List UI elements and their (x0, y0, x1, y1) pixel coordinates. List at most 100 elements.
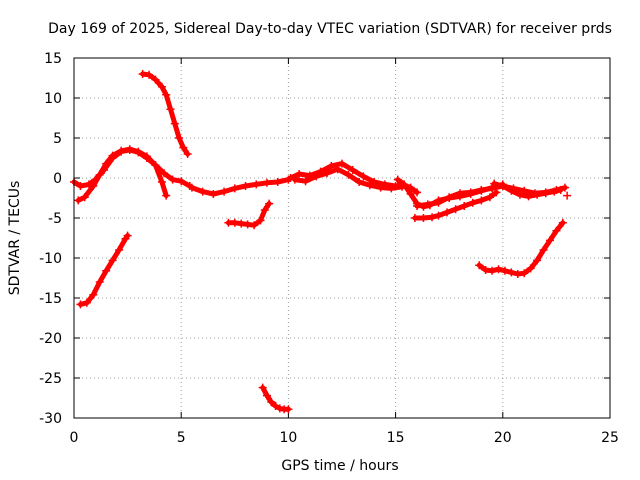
y-tick-label: -10 (39, 251, 62, 267)
y-tick-label: -25 (39, 371, 62, 387)
data-point (322, 169, 331, 178)
data-point (500, 266, 509, 275)
data-point (230, 218, 239, 227)
data-point (74, 196, 83, 205)
data-point (198, 187, 207, 196)
data-point (250, 221, 259, 230)
data-point (545, 236, 554, 245)
data-point (108, 151, 117, 160)
data-point (80, 193, 89, 202)
data-point (108, 256, 117, 265)
data-point (145, 70, 154, 79)
data-point (170, 119, 179, 128)
data-point (455, 189, 464, 198)
y-tick-label: -5 (48, 211, 62, 227)
data-point (526, 264, 535, 273)
data-point (290, 175, 299, 184)
data-point (468, 198, 477, 207)
data-point (125, 145, 134, 154)
data-point (262, 178, 271, 187)
series-point-1 (563, 191, 572, 200)
x-tick-label: 5 (177, 430, 186, 446)
data-point (406, 190, 415, 198)
data-point (260, 206, 269, 214)
data-point (95, 170, 104, 179)
data-point (256, 216, 265, 225)
x-tick-label: 20 (494, 430, 512, 446)
series-arc-2 (74, 145, 171, 205)
data-point (134, 147, 143, 156)
data-point (258, 383, 267, 392)
data-point (348, 166, 357, 174)
data-point (187, 183, 196, 192)
data-point (541, 189, 550, 198)
data-point (556, 186, 565, 194)
data-point (550, 187, 559, 196)
data-point (166, 105, 175, 114)
data-point (477, 186, 486, 194)
data-point (498, 182, 507, 190)
data-point (563, 191, 572, 200)
plot-frame (73, 57, 611, 419)
x-tick-label: 10 (279, 430, 297, 446)
data-point (477, 196, 486, 205)
data-point (301, 177, 310, 186)
data-point (267, 398, 276, 406)
data-point (151, 161, 160, 170)
data-point (365, 181, 374, 190)
y-tick-label: 15 (44, 51, 62, 67)
data-point (413, 188, 422, 197)
y-tick-label: 10 (44, 91, 62, 107)
data-point (533, 256, 542, 265)
data-point (520, 269, 529, 278)
data-point (413, 202, 422, 210)
data-point (157, 178, 166, 186)
data-point (475, 261, 484, 270)
series-arc-11 (410, 188, 501, 222)
data-point (490, 179, 499, 188)
data-point (333, 165, 342, 174)
data-point (220, 187, 229, 196)
series-arc-6 (224, 199, 274, 230)
data-point (138, 70, 147, 78)
data-point (241, 182, 250, 190)
series-path (75, 146, 169, 203)
data-point (466, 188, 475, 197)
data-point (552, 226, 561, 235)
data-point (423, 200, 432, 209)
data-series (70, 70, 572, 414)
data-point (76, 182, 85, 190)
series-arc-14 (475, 218, 567, 278)
data-point (533, 190, 542, 199)
series-arc-7 (258, 383, 293, 414)
data-point (102, 266, 111, 275)
y-tick-label: 5 (53, 131, 62, 147)
series-arc-5 (187, 175, 293, 198)
series-arc-3 (76, 231, 132, 309)
data-point (359, 172, 368, 181)
data-point (338, 159, 346, 168)
series-arc-1 (70, 146, 194, 190)
data-point (434, 198, 443, 207)
data-point (177, 177, 186, 186)
series-path (395, 177, 506, 210)
data-point (243, 220, 252, 229)
data-point (400, 180, 409, 189)
data-point (162, 191, 171, 200)
data-point (507, 186, 516, 195)
data-point (157, 82, 166, 91)
data-point (443, 208, 452, 217)
axis-ticks: 0 5 10 15 20 25 -30 -25 -20 -15 -10 -5 0 5 10 15 (39, 51, 619, 446)
data-point (142, 152, 151, 161)
data-point (284, 405, 293, 414)
data-point (237, 219, 246, 228)
data-point (162, 90, 171, 99)
y-tick-label: -20 (39, 331, 62, 347)
data-point (393, 175, 402, 184)
data-point (273, 178, 282, 186)
data-point (460, 202, 469, 210)
x-tick-label: 0 (70, 430, 79, 446)
data-point (327, 162, 336, 170)
series-arc-13 (490, 179, 565, 201)
